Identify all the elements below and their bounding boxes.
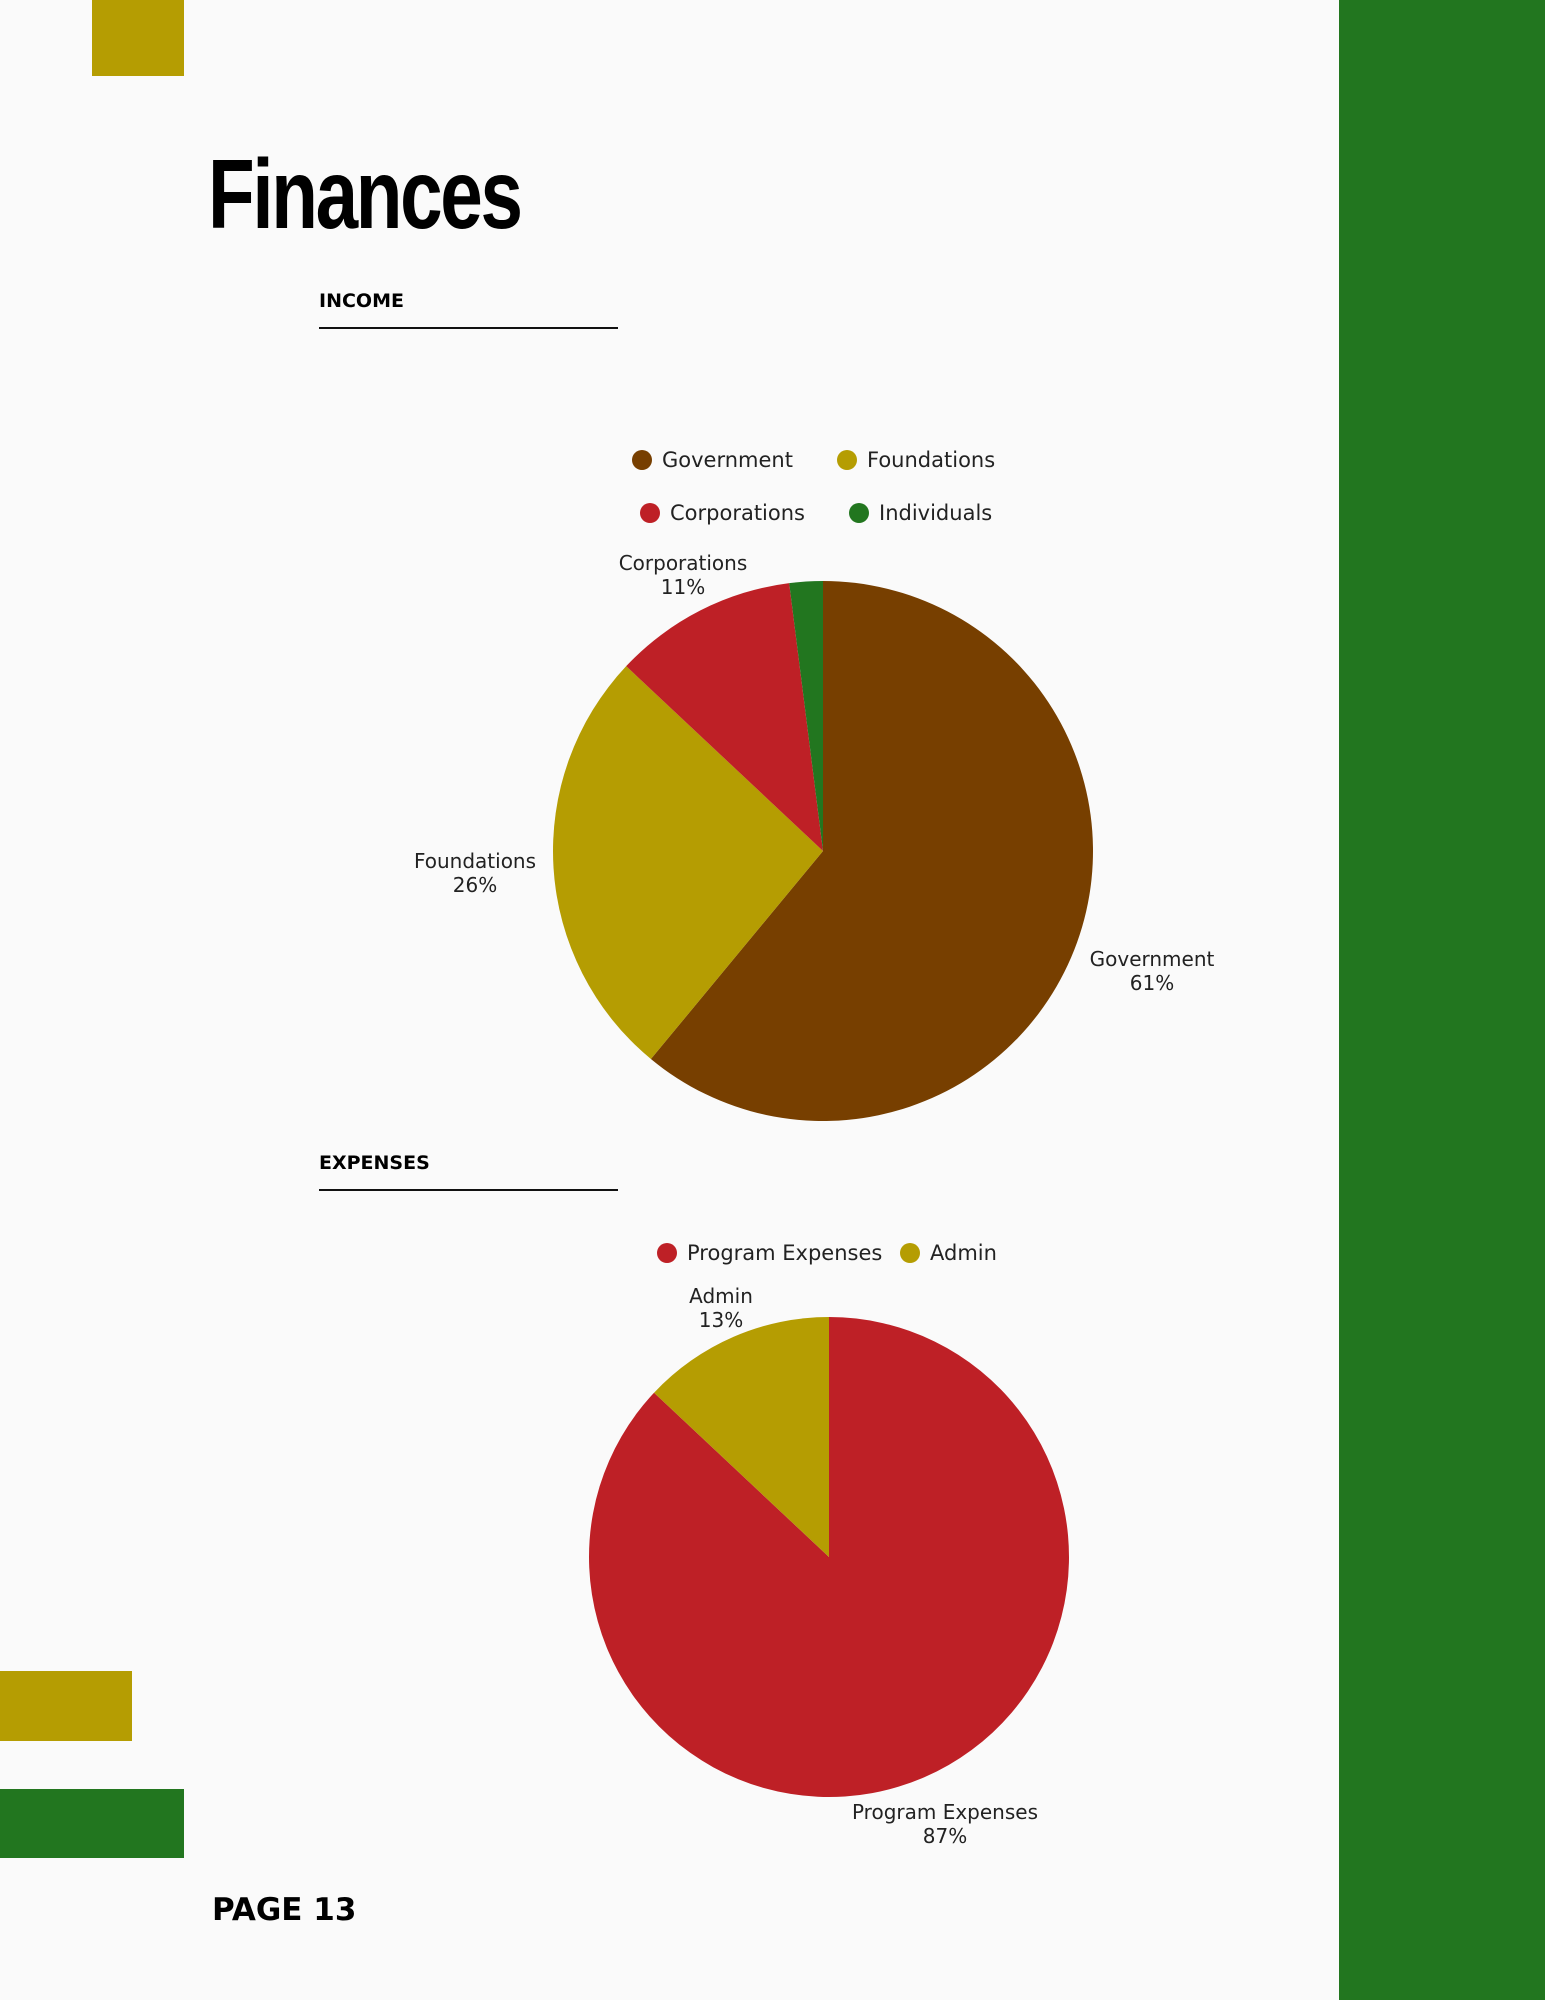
legend-corporations: Corporations	[640, 501, 805, 525]
expenses-heading: EXPENSES	[319, 1152, 430, 1174]
legend-label: Corporations	[670, 501, 805, 525]
data-label-category: Government	[1090, 947, 1215, 971]
legend-label: Admin	[930, 1241, 997, 1265]
legend-dot-icon	[849, 503, 869, 523]
data-label-value: 26%	[453, 873, 497, 897]
legend-program-expenses: Program Expenses	[657, 1241, 882, 1265]
legend-government: Government	[632, 448, 793, 472]
legend-dot-icon	[900, 1243, 920, 1263]
expenses-divider	[319, 1189, 618, 1191]
income-divider	[319, 327, 618, 329]
legend-label: Foundations	[867, 448, 996, 472]
right-green-band	[1339, 0, 1545, 2000]
legend-label: Program Expenses	[687, 1241, 883, 1265]
page-title: Finances	[208, 139, 523, 249]
legend-dot-icon	[640, 503, 660, 523]
legend-individuals: Individuals	[849, 501, 992, 525]
data-label-value: 11%	[661, 575, 705, 599]
data-label-category: Corporations	[619, 551, 748, 575]
pie-slice-individuals	[789, 581, 823, 851]
data-label-category: Program Expenses	[852, 1800, 1038, 1824]
bottom-green-block	[0, 1789, 184, 1858]
legend-label: Individuals	[879, 501, 993, 525]
pie-slice-foundations	[552, 666, 823, 1060]
legend-foundations: Foundations	[837, 448, 995, 472]
pie-slice-admin	[654, 1317, 829, 1557]
legend-label: Government	[662, 448, 793, 472]
pie-slice-corporations	[626, 583, 823, 851]
pie-slice-program-expenses	[589, 1317, 1070, 1797]
data-label-value: 61%	[1130, 971, 1174, 995]
data-label-category: Admin	[689, 1284, 753, 1308]
legend-dot-icon	[632, 450, 652, 470]
bottom-yellow-block	[0, 1671, 132, 1741]
legend-admin: Admin	[900, 1241, 997, 1265]
pie-slice-government	[650, 581, 1094, 1121]
legend-dot-icon	[657, 1243, 677, 1263]
page-number: PAGE 13	[212, 1892, 357, 1928]
data-label-value: 13%	[699, 1308, 743, 1332]
legend-dot-icon	[837, 450, 857, 470]
income-heading: INCOME	[319, 290, 404, 312]
data-label-category: Foundations	[414, 849, 536, 873]
data-label-value: 87%	[923, 1824, 967, 1848]
top-yellow-block	[92, 0, 184, 76]
